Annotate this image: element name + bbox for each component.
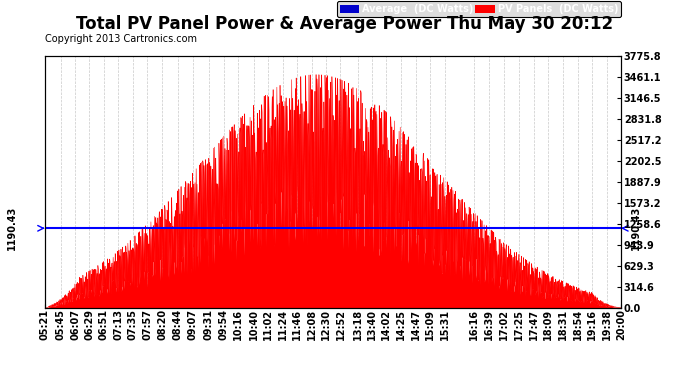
Text: Copyright 2013 Cartronics.com: Copyright 2013 Cartronics.com xyxy=(45,34,197,44)
Text: 1190.43: 1190.43 xyxy=(631,206,641,251)
Text: Total PV Panel Power & Average Power Thu May 30 20:12: Total PV Panel Power & Average Power Thu… xyxy=(77,15,613,33)
Legend: Average  (DC Watts), PV Panels  (DC Watts): Average (DC Watts), PV Panels (DC Watts) xyxy=(337,1,621,17)
Text: 1190.43: 1190.43 xyxy=(7,206,17,251)
